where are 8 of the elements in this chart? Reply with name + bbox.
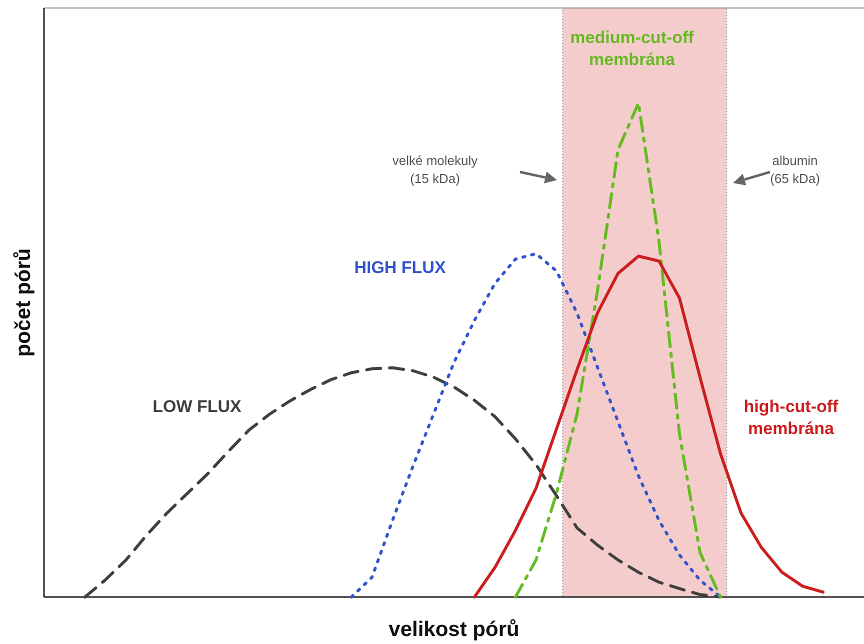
series-label: high-cut-off membrána <box>744 397 839 438</box>
series-label: LOW FLUX <box>152 397 242 416</box>
y-axis-title: počet pórů <box>12 248 35 357</box>
x-axis-title: velikost pórů <box>388 618 520 641</box>
text: medium-cut-off membrána <box>570 28 694 69</box>
text: HIGH FLUX <box>354 258 446 277</box>
annotation: albumin (65 kDa) <box>770 153 820 186</box>
annotation: velké molekuly (15 kDa) <box>392 153 478 186</box>
